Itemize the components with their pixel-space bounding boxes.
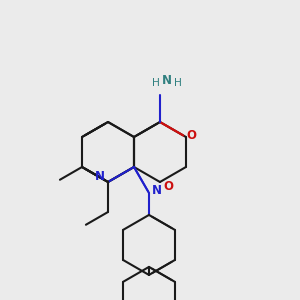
Text: N: N — [95, 170, 105, 184]
Text: N: N — [152, 184, 162, 197]
Text: O: O — [163, 181, 173, 194]
Text: O: O — [186, 129, 196, 142]
Text: N: N — [162, 74, 172, 88]
Text: H: H — [152, 78, 160, 88]
Text: H: H — [174, 78, 182, 88]
